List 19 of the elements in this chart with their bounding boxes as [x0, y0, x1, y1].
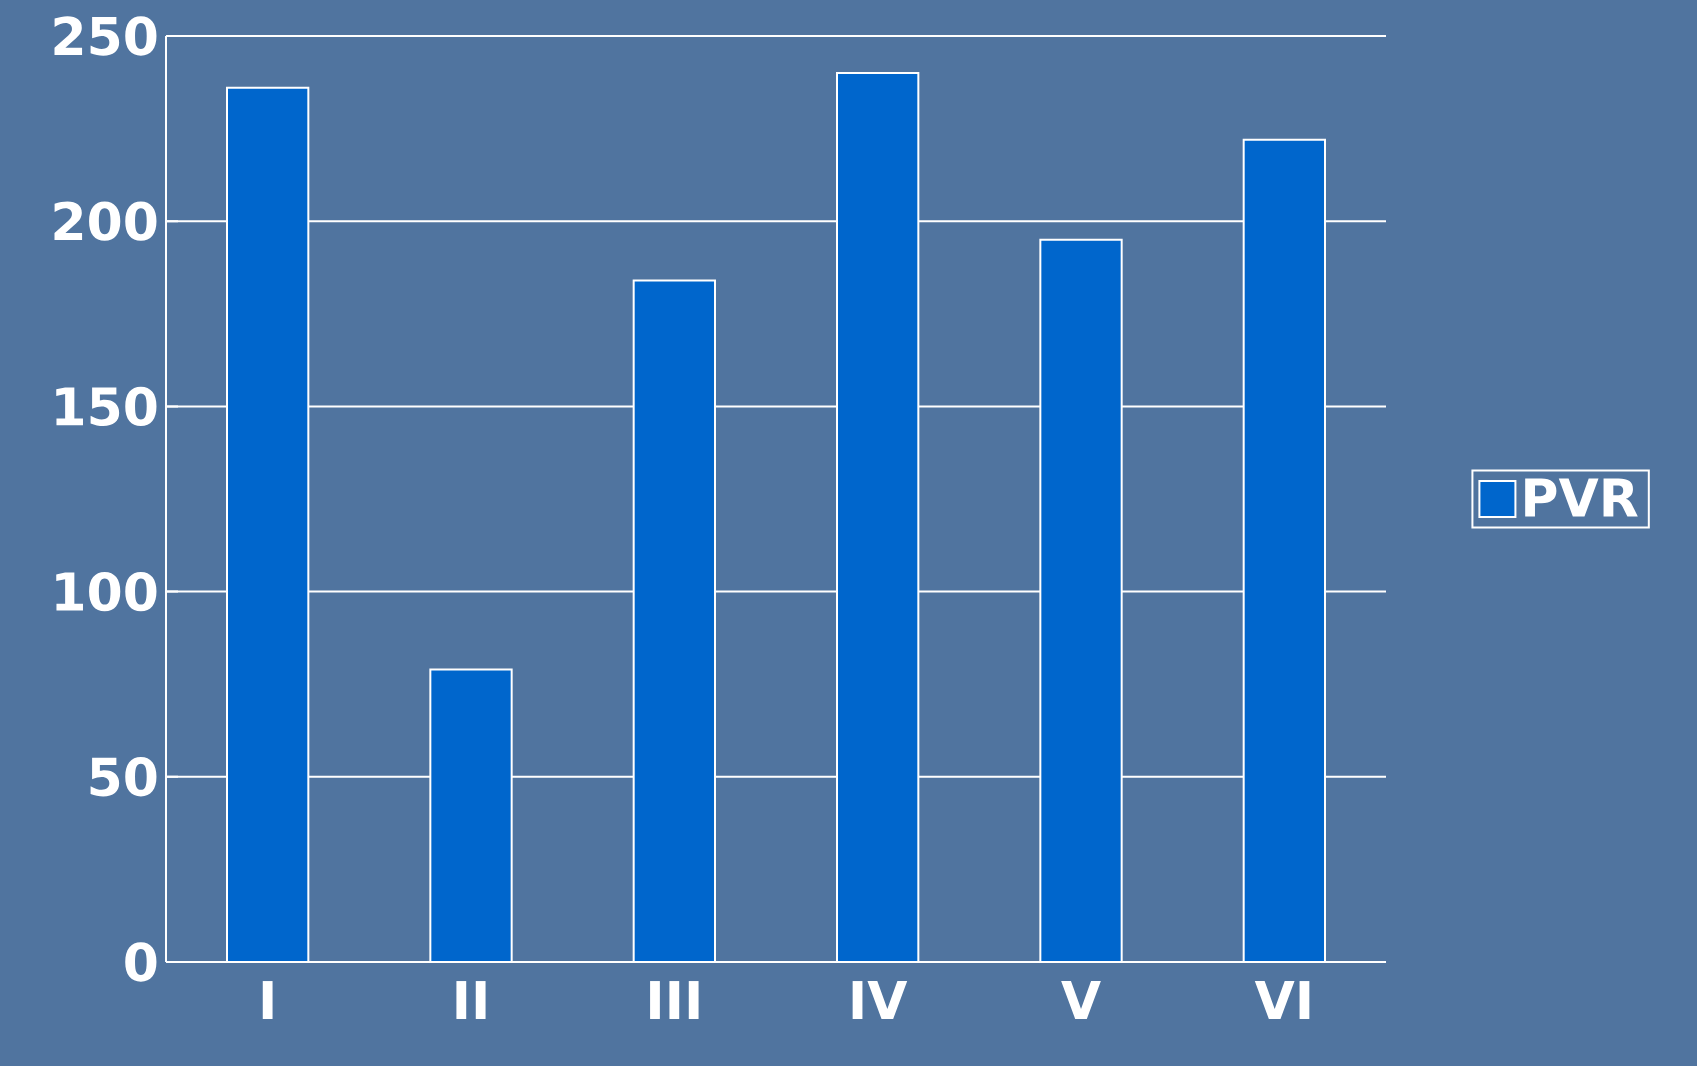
x-tick-label: I: [262, 981, 273, 1019]
y-tick-label: 200: [54, 201, 157, 241]
y-tick-label: 0: [125, 942, 157, 982]
y-tick-label: 100: [56, 571, 157, 612]
x-tick-label: IV: [852, 981, 908, 1019]
y-tick-label: 150: [56, 386, 157, 427]
bar: [836, 72, 920, 962]
y-tick-label: 250: [54, 16, 157, 56]
bar: [429, 668, 513, 962]
x-tick-label: V: [1061, 981, 1101, 1019]
x-tick-label: III: [650, 981, 699, 1019]
bar: [632, 279, 717, 962]
legend-label: PVR: [1525, 478, 1638, 517]
x-tick-label: VI: [1254, 981, 1310, 1019]
x-tick-label: II: [456, 981, 486, 1019]
bar: [226, 86, 310, 962]
bar: [1039, 238, 1123, 962]
y-tick-label: 50: [90, 757, 157, 797]
bar: [1242, 138, 1327, 962]
